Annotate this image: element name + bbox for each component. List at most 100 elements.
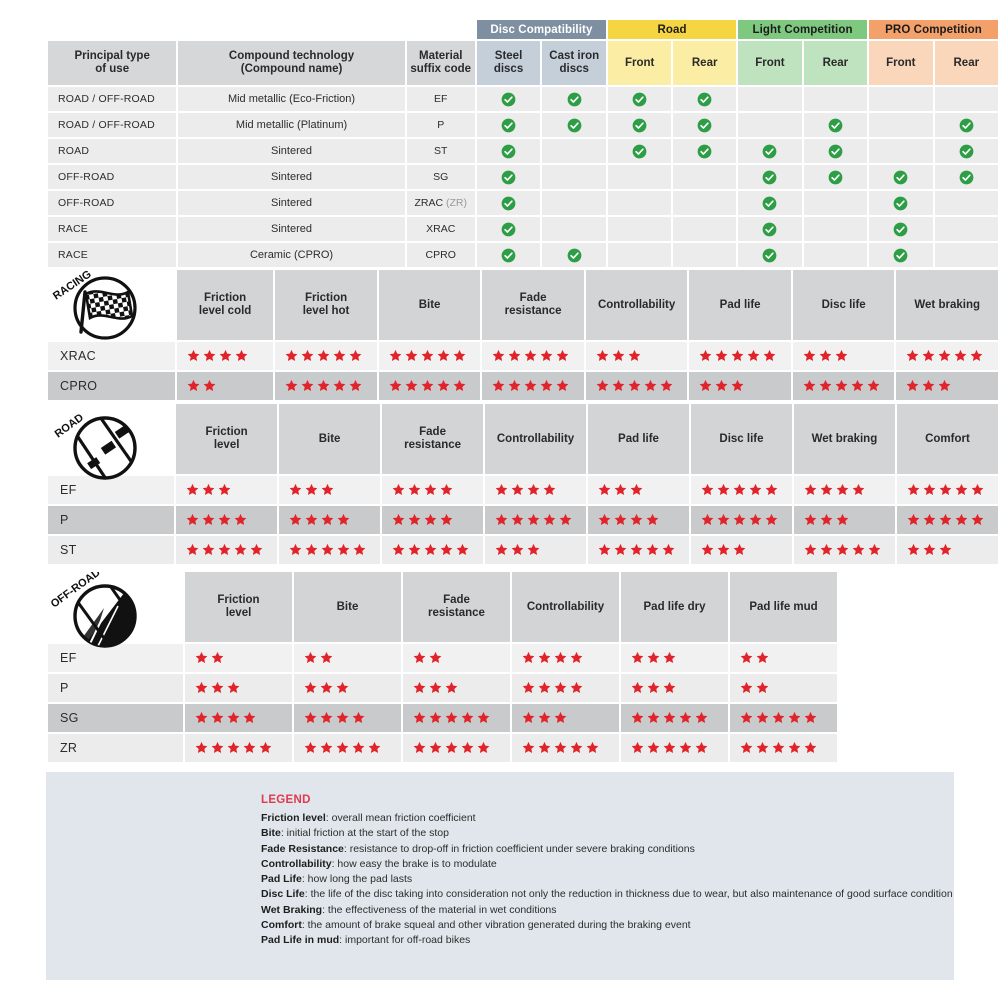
road-table-body: ROAD Friction level Bite Fade resistance Contr…	[48, 404, 998, 564]
star-icon	[631, 709, 647, 726]
legend-list: Friction level: overall mean friction co…	[261, 811, 954, 949]
legend-term: Wet Braking	[261, 903, 323, 916]
star-icon	[333, 377, 349, 394]
legend-title: LEGEND	[261, 794, 311, 806]
star-icon	[644, 377, 660, 394]
star-rating	[378, 342, 481, 370]
star-icon	[522, 739, 538, 756]
star-rating	[793, 476, 895, 504]
check-icon-cell	[934, 113, 998, 137]
row-technology: Sintered	[178, 191, 405, 215]
star-icon	[211, 739, 227, 756]
col-header-2: Material suffix code	[406, 41, 475, 85]
star-icon	[301, 377, 317, 394]
star-icon	[836, 481, 852, 498]
col-header-5: Pad life mud	[730, 572, 837, 642]
star-icon	[202, 481, 218, 498]
legend-entry: Pad Life in mud: important for off-road …	[261, 933, 954, 948]
star-rating	[176, 342, 274, 370]
legend-term: Pad Life in mud	[261, 934, 340, 947]
legend-entry: Pad Life: how long the pad lasts	[261, 872, 954, 887]
check-icon-cell	[803, 139, 868, 163]
star-rating	[294, 734, 401, 762]
star-icon	[922, 377, 938, 394]
star-icon	[788, 739, 804, 756]
star-icon	[492, 377, 508, 394]
empty-cell	[673, 217, 737, 241]
header-row: OFF-ROAD Friction level Bite Fade resistance C…	[48, 567, 837, 648]
legend-entry: Comfort: the amount of brake squeal and …	[261, 918, 954, 933]
check-icon-cell	[934, 165, 998, 189]
star-rating	[896, 536, 998, 564]
row-technology: Mid metallic (Platinum)	[178, 113, 405, 137]
star-rating	[382, 476, 484, 504]
empty-cell	[869, 113, 933, 137]
star-icon	[699, 347, 715, 364]
check-icon	[501, 248, 516, 262]
star-icon	[186, 541, 202, 558]
star-icon	[440, 511, 456, 528]
star-icon	[408, 541, 424, 558]
star-icon	[304, 679, 320, 696]
star-icon	[445, 679, 461, 696]
star-icon	[437, 377, 453, 394]
check-icon-cell	[738, 217, 802, 241]
empty-cell	[869, 87, 933, 111]
col-header-9: Front	[869, 41, 933, 85]
star-icon	[336, 709, 352, 726]
col-header-3: Controllability	[512, 572, 619, 642]
star-icon	[461, 739, 477, 756]
star-icon	[820, 511, 836, 528]
col-header-2: Fade resistance	[403, 572, 510, 642]
col-header-0: Friction level cold	[176, 270, 274, 340]
row-use: RACE	[48, 243, 177, 267]
check-icon	[567, 248, 582, 262]
star-icon	[715, 377, 731, 394]
check-icon	[567, 92, 582, 106]
table-row: CPRO	[48, 372, 998, 400]
star-icon	[598, 541, 614, 558]
star-rating	[585, 342, 688, 370]
racing-section: RACING Friction level cold Friction level ho…	[46, 268, 1000, 402]
star-icon	[747, 347, 763, 364]
star-icon	[660, 377, 676, 394]
star-icon	[596, 347, 612, 364]
check-icon-cell	[608, 87, 672, 111]
star-icon	[733, 511, 749, 528]
offroad-badge-icon: OFF-ROAD	[48, 567, 183, 648]
check-icon	[893, 248, 908, 262]
check-icon	[501, 196, 516, 210]
star-icon	[211, 649, 227, 666]
star-icon	[389, 347, 405, 364]
star-icon	[495, 541, 511, 558]
check-icon-cell	[542, 87, 607, 111]
star-icon	[970, 347, 986, 364]
star-rating	[588, 476, 689, 504]
star-rating	[382, 506, 484, 534]
legend-term: Pad Life	[261, 873, 302, 886]
col-header-0: Friction level	[185, 572, 292, 642]
star-rating	[279, 536, 381, 564]
star-icon	[389, 377, 405, 394]
star-icon	[408, 511, 424, 528]
check-icon	[697, 144, 712, 158]
star-icon	[285, 347, 301, 364]
star-icon	[492, 347, 508, 364]
star-icon	[522, 649, 538, 666]
star-icon	[336, 739, 352, 756]
star-icon	[717, 481, 733, 498]
star-icon	[740, 679, 756, 696]
star-icon	[695, 739, 711, 756]
table-row: ST	[48, 536, 998, 564]
star-icon	[543, 511, 559, 528]
star-icon	[424, 481, 440, 498]
row-suffix-code: ZRAC (ZR)	[406, 191, 475, 215]
star-icon	[570, 739, 586, 756]
star-icon	[392, 481, 408, 498]
row-technology: Sintered	[178, 165, 405, 189]
star-icon	[320, 739, 336, 756]
star-rating	[512, 704, 619, 732]
star-icon	[243, 709, 259, 726]
star-rating	[275, 342, 377, 370]
col-header-8: Rear	[803, 41, 868, 85]
